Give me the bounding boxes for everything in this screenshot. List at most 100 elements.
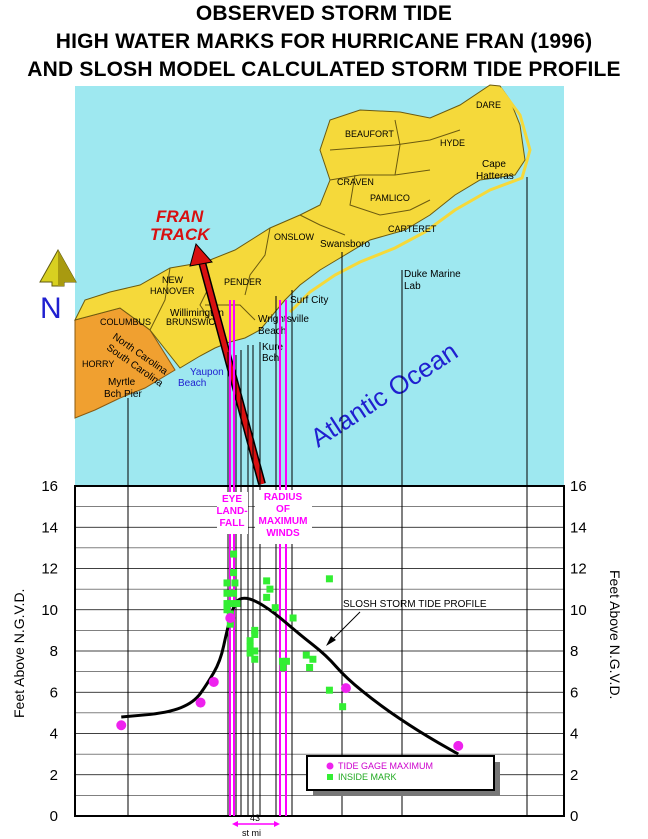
county-pamlico: PAMLICO [370, 193, 410, 203]
slosh-pointer [329, 611, 361, 643]
y-tick-label-left: 10 [41, 602, 58, 619]
legend-inside-mark-label: INSIDE MARK [338, 772, 397, 782]
place-willimington: Willimington [170, 308, 224, 319]
y-axis-label-left: Feet Above N.G.V.D. [11, 589, 27, 718]
y-ticks-right: 0 2 4 6 8 10 12 14 16 [570, 478, 587, 825]
y-tick-label-right: 4 [570, 726, 578, 743]
place-wrightsville: Wrightsville [258, 314, 309, 325]
inside-mark-point [251, 631, 259, 638]
place-bch-pier: Bch Pier [104, 389, 142, 400]
inside-marks [223, 550, 347, 711]
y-tick-label-left: 6 [50, 684, 58, 701]
inside-mark-point [302, 651, 310, 659]
title-line-3: AND SLOSH MODEL CALCULATED STORM TIDE PR… [27, 58, 621, 81]
y-ticks-left: 0 2 4 6 8 10 12 14 16 [41, 478, 58, 825]
county-hanover: HANOVER [150, 286, 195, 296]
title-line-2: HIGH WATER MARKS FOR HURRICANE FRAN (199… [55, 30, 593, 53]
north-arrow-icon [39, 248, 77, 287]
tide-gage-point [225, 613, 236, 623]
inside-mark-point [271, 604, 279, 612]
inside-mark-point [325, 686, 333, 694]
inside-mark-point [251, 626, 259, 634]
y-tick-label-right: 12 [570, 561, 587, 578]
inside-mark-point [251, 647, 259, 655]
place-labels: Cape Hatteras Swansboro Duke Marine Lab … [104, 159, 514, 400]
inside-mark-point [266, 585, 274, 593]
tide-gage-point [453, 740, 464, 751]
inside-mark-point [263, 577, 271, 585]
station-lines [127, 177, 528, 816]
tide-gage-point [340, 683, 351, 694]
place-yaupon: Yaupon [190, 367, 224, 378]
north-label: N [40, 292, 62, 325]
place-cape: Cape [482, 159, 506, 170]
tide-gage-points [116, 613, 464, 751]
y-tick-label-right: 16 [570, 478, 587, 495]
inside-mark-point [223, 600, 231, 608]
place-bch: Bch [262, 353, 279, 364]
tide-gage-point [116, 720, 127, 731]
inside-mark-point [246, 637, 254, 645]
y-tick-label-left: 16 [41, 478, 58, 495]
outer-banks [288, 87, 532, 314]
inside-mark-point [223, 589, 231, 597]
county-onslow: ONSLOW [274, 232, 315, 242]
eye-landfall-label: EYE LAND- FALL [216, 492, 248, 534]
svg-text:LAND-: LAND- [216, 506, 247, 517]
county-dare: DARE [476, 100, 501, 110]
county-carteret: CARTERET [388, 224, 437, 234]
county-hyde: HYDE [440, 138, 465, 148]
inside-mark-point [251, 655, 259, 663]
fran-track-arrow [189, 242, 266, 486]
y-tick-label-right: 0 [570, 808, 578, 825]
place-surf-city: Surf City [290, 295, 328, 306]
inside-mark-point [228, 600, 236, 608]
gridlines [75, 506, 564, 796]
inside-mark-point [339, 703, 347, 711]
y-tick-label-left: 0 [50, 808, 58, 825]
y-tick-label-right: 14 [570, 519, 587, 536]
inside-mark-point [230, 550, 238, 558]
slosh-pointer-head [326, 636, 336, 646]
county-brunswick: BRUNSWICK [166, 317, 221, 327]
inside-mark-point [309, 655, 317, 663]
y-tick-label-left: 8 [50, 643, 58, 660]
y-axis-label-right: Feet Above N.G.V.D. [607, 570, 623, 699]
inside-mark-point [306, 664, 314, 671]
fran-label: FRAN [156, 207, 204, 226]
county-columbus: COLUMBUS [100, 317, 151, 327]
inside-mark-point [289, 614, 297, 622]
inside-mark-point [223, 606, 231, 614]
legend-tide-gage-label: TIDE GAGE MAXIMUM [338, 761, 433, 771]
y-tick-label-right: 2 [570, 767, 578, 784]
inside-mark-point [325, 575, 333, 583]
place-duke-marine: Duke Marine [404, 269, 461, 280]
legend-inside-mark-marker [327, 774, 333, 780]
county-new: NEW [162, 275, 184, 285]
y-tick-label-left: 12 [41, 561, 58, 578]
county-beaufort: BEAUFORT [345, 129, 394, 139]
inside-mark-point [279, 664, 287, 671]
svg-text:EYE: EYE [222, 494, 242, 505]
y-tick-label-right: 8 [570, 643, 578, 660]
tide-gage-point [195, 697, 206, 708]
track-label: TRACK [150, 225, 211, 244]
y-tick-label-left: 2 [50, 767, 58, 784]
y-tick-label-left: 4 [50, 726, 58, 743]
svg-text:WINDS: WINDS [266, 528, 300, 539]
inside-mark-point [282, 657, 290, 665]
inside-mark-point [230, 589, 238, 597]
inside-mark-point [231, 579, 239, 587]
legend: TIDE GAGE MAXIMUM INSIDE MARK [306, 755, 500, 796]
land-north-carolina [74, 84, 526, 369]
legend-tide-gage-marker [326, 762, 334, 770]
svg-text:OF: OF [276, 504, 290, 515]
slosh-label: SLOSH STORM TIDE PROFILE [343, 599, 487, 610]
place-kure: Kure [262, 342, 284, 353]
inside-mark-point [246, 649, 254, 657]
distance-unit: st mi [242, 828, 261, 838]
radius-max-winds-label: RADIUS OF MAXIMUM WINDS [255, 490, 312, 544]
place-swansboro: Swansboro [320, 239, 370, 250]
y-tick-label-left: 14 [41, 519, 58, 536]
